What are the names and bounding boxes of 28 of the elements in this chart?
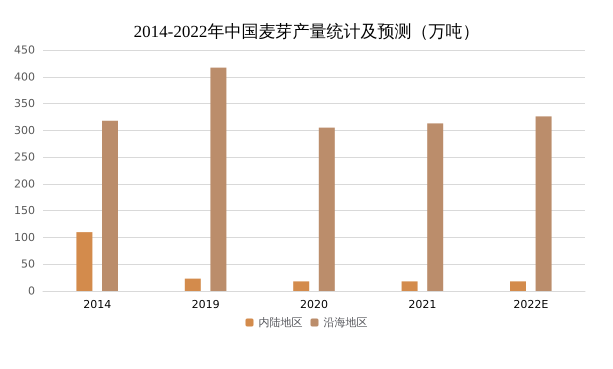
y-tick-label: 250: [14, 150, 35, 164]
x-tick-label: 2020: [300, 298, 328, 311]
y-tick-label: 400: [14, 70, 35, 84]
y-tick-label: 200: [14, 177, 35, 190]
y-tick-label: 150: [14, 204, 35, 218]
y-tick-label: 350: [14, 97, 35, 110]
bar: [402, 281, 418, 291]
x-tick-label: 2022E: [513, 298, 548, 311]
bar: [210, 68, 226, 291]
legend-label: 内陆地区: [258, 316, 302, 329]
y-tick-label: 450: [14, 44, 35, 56]
legend-label: 沿海地区: [324, 316, 368, 329]
x-tick-label: 2021: [408, 298, 436, 311]
bar: [102, 120, 118, 291]
x-tick-label: 2019: [192, 298, 220, 311]
bar: [427, 123, 444, 291]
bar: [76, 232, 92, 291]
bar: [536, 116, 552, 291]
y-tick-label: 300: [14, 124, 35, 137]
bar: [318, 128, 335, 291]
y-tick-label: 0: [28, 284, 35, 298]
bar: [510, 281, 526, 291]
bar: [184, 278, 201, 291]
bar: [293, 281, 310, 291]
y-tick-label: 100: [14, 230, 35, 244]
y-tick-label: 50: [21, 258, 35, 271]
x-tick-label: 2014: [83, 298, 112, 311]
chart-title: 2014-2022年中国麦芽产量统计及预测（万吨）: [134, 22, 480, 41]
